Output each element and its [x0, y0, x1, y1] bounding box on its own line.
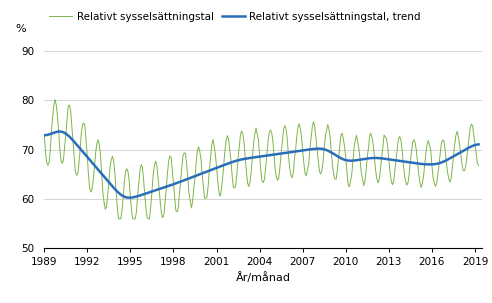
Relativt sysselsättningstal, trend	[47, 132, 53, 136]
Relativt sysselsättningstal	[349, 172, 355, 176]
Line: Relativt sysselsättningstal: Relativt sysselsättningstal	[44, 100, 479, 219]
Relativt sysselsättningstal	[100, 191, 106, 195]
Line: Relativt sysselsättningstal, trend: Relativt sysselsättningstal, trend	[44, 132, 479, 198]
Relativt sysselsättningstal, trend	[100, 174, 106, 177]
Relativt sysselsättningstal	[154, 163, 160, 167]
Relativt sysselsättningstal, trend	[476, 143, 482, 146]
Relativt sysselsättningstal, trend	[44, 133, 50, 137]
Relativt sysselsättningstal, trend	[349, 159, 355, 162]
Relativt sysselsättningstal	[44, 161, 50, 164]
Relativt sysselsättningstal	[47, 149, 53, 152]
Text: %: %	[16, 24, 27, 34]
Relativt sysselsättningstal	[41, 133, 47, 137]
Relativt sysselsättningstal	[116, 217, 122, 221]
Relativt sysselsättningstal	[476, 164, 482, 167]
X-axis label: År/månad: År/månad	[236, 272, 291, 283]
Relativt sysselsättningstal, trend	[154, 188, 160, 192]
Relativt sysselsättningstal	[59, 161, 65, 165]
Relativt sysselsättningstal, trend	[41, 134, 47, 137]
Relativt sysselsättningstal	[52, 98, 58, 102]
Relativt sysselsättningstal, trend	[59, 130, 65, 134]
Relativt sysselsättningstal, trend	[57, 130, 63, 133]
Relativt sysselsättningstal, trend	[126, 196, 132, 200]
Legend: Relativt sysselsättningstal, Relativt sysselsättningstal, trend: Relativt sysselsättningstal, Relativt sy…	[50, 12, 421, 22]
